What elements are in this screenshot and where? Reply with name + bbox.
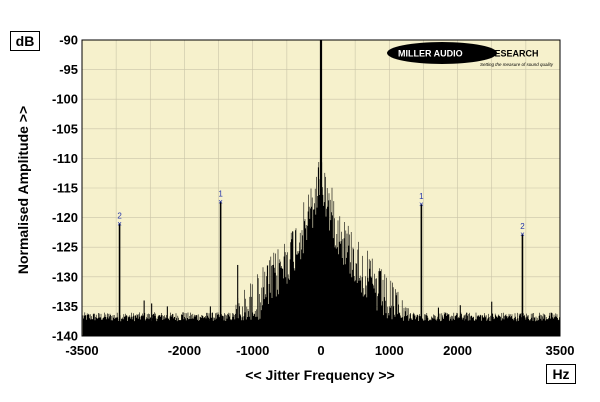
y-tick-label: -115: [53, 181, 78, 196]
y-tick-label: -125: [52, 240, 78, 255]
x-tick-label: -3500: [65, 343, 98, 358]
peak-marker: ×: [520, 230, 525, 239]
y-tick-label: -120: [52, 210, 78, 225]
x-tick-label: 3500: [546, 343, 575, 358]
logo-name-left: MILLER AUDIO: [398, 49, 463, 59]
y-tick-label: -90: [59, 33, 78, 48]
x-tick-label: 1000: [375, 343, 404, 358]
y-tick-label: -100: [52, 92, 78, 107]
peak-label: 1: [419, 192, 424, 201]
plot-frame: [81, 39, 561, 337]
y-tick-label: -135: [52, 299, 78, 314]
y-tick-label: -105: [52, 121, 78, 136]
x-tick-labels: -3500 -2000 -1000 0 1000 2000 3500: [65, 343, 574, 358]
x-tick-label: 0: [317, 343, 324, 358]
peak-marker: ×: [419, 200, 424, 209]
x-axis-title: << Jitter Frequency >>: [245, 367, 394, 383]
logo-name-right: RESEARCH: [488, 49, 539, 59]
noise-floor: [82, 40, 560, 336]
x-tick-label: 2000: [443, 343, 472, 358]
y-tick-label: -95: [59, 62, 78, 77]
y-unit-label: dB: [10, 31, 40, 51]
x-tick-label: -1000: [236, 343, 269, 358]
noise-floor-trace: [82, 152, 560, 336]
peak-label: 1: [218, 190, 223, 199]
peak-label: 2: [117, 212, 122, 221]
spurs: [143, 264, 506, 336]
miller-audio-research-logo: MILLER AUDIO RESEARCH Setting the measur…: [387, 42, 554, 67]
peak-marker: ×: [117, 220, 122, 229]
x-unit-label: Hz: [546, 364, 576, 384]
x-tick-label: -2000: [168, 343, 201, 358]
marked-peaks: ×2×1×1×2: [117, 190, 525, 336]
y-tick-label: -140: [52, 329, 78, 344]
y-tick-label: -130: [52, 269, 78, 284]
peak-marker: ×: [218, 198, 223, 207]
peak-label: 2: [520, 222, 525, 231]
y-tick-labels: -90 -95 -100 -105 -110 -115 -120 -125 -130 -135 -1…: [52, 33, 78, 344]
logo-tagline: Setting the measure of sound quality: [480, 62, 554, 67]
y-axis-title: Normalised Amplitude >>: [15, 106, 31, 274]
y-tick-label: -110: [53, 151, 78, 166]
